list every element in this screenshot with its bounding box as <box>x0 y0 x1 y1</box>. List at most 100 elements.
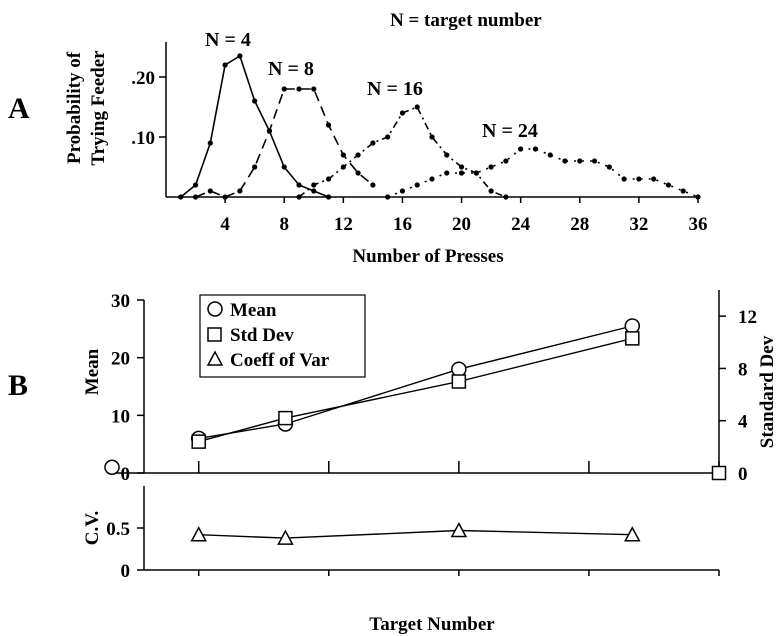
data-point <box>651 176 657 182</box>
series-label-n16: N = 16 <box>367 78 423 100</box>
data-point <box>399 110 406 116</box>
legend: Mean Std Dev Coeff of Var <box>199 294 366 378</box>
mean-marker <box>624 318 641 334</box>
x-tick-label: 24 <box>511 214 531 235</box>
y-axis-label-line2: Trying Feeder <box>88 50 109 166</box>
data-point <box>237 53 243 59</box>
legend-marker-cv <box>206 350 224 366</box>
data-point <box>296 86 302 92</box>
y-tick-label: .20 <box>131 68 155 89</box>
stddev-marker <box>191 434 206 449</box>
data-point <box>488 188 494 194</box>
legend-marker-stddev <box>207 327 222 342</box>
x-tick-label: 4 <box>220 214 230 235</box>
series-line-2 <box>298 105 507 198</box>
data-point <box>518 146 524 152</box>
left-tick-label: 20 <box>111 349 130 370</box>
data-point <box>444 170 450 176</box>
left-tick-label: 0 <box>121 464 131 485</box>
data-point <box>503 194 509 200</box>
x-tick-label: 28 <box>570 214 589 235</box>
cv-marker <box>624 526 641 542</box>
data-point <box>207 140 213 146</box>
panel-b: B Mean Standard Dev C.V. 0 10 20 30 0 4 8 12 0 0.… <box>8 290 778 635</box>
left-tick-label: 10 <box>111 406 130 427</box>
data-point <box>192 194 199 200</box>
data-point <box>606 164 612 170</box>
data-point <box>636 176 642 182</box>
stddev-marker <box>278 410 293 426</box>
data-point <box>458 164 465 170</box>
series-line-3 <box>387 148 699 198</box>
data-point <box>385 194 391 200</box>
series-group <box>178 53 701 200</box>
stddev-marker <box>625 331 640 346</box>
data-point <box>192 182 199 188</box>
data-point <box>178 194 184 200</box>
cv-axis-label: C.V. <box>82 511 103 546</box>
data-point <box>695 194 701 200</box>
data-point <box>473 170 479 176</box>
y-tick-label: .10 <box>131 128 155 149</box>
data-point <box>325 122 332 128</box>
x-ticks: 4 8 12 16 20 24 28 32 36 <box>220 197 708 235</box>
x-tick-label: 36 <box>689 214 708 235</box>
right-tick-label: 4 <box>738 412 748 433</box>
panel-b-series <box>104 318 727 545</box>
data-point <box>355 152 361 158</box>
data-point <box>311 182 317 188</box>
data-point <box>680 188 686 194</box>
target-number-label: Target Number <box>369 614 495 635</box>
x-tick-label: 12 <box>334 214 353 235</box>
data-point <box>444 152 450 158</box>
data-point <box>222 194 228 200</box>
legend-marker-mean <box>207 301 223 317</box>
series-line-std-dev <box>198 337 633 443</box>
x-tick-label: 32 <box>629 214 648 235</box>
legend-label-mean: Mean <box>230 300 277 321</box>
data-point <box>399 188 406 194</box>
y-ticks: .10 .20 <box>131 68 166 149</box>
data-point <box>621 176 627 182</box>
legend-title: N = target number <box>390 10 542 31</box>
data-point <box>296 194 302 200</box>
x-axis-label: Number of Presses <box>352 246 503 267</box>
left-tick-label: 30 <box>111 291 130 312</box>
data-point <box>340 152 346 158</box>
data-point <box>311 86 317 92</box>
legend-label-cv: Coeff of Var <box>230 350 330 371</box>
data-point <box>281 164 287 170</box>
data-point <box>429 176 435 182</box>
x-tick-label: 8 <box>279 214 289 235</box>
data-point <box>414 182 420 188</box>
series-label-n8: N = 8 <box>268 58 314 80</box>
panel-a: A N = target number Probability of Tryin… <box>8 10 708 267</box>
data-point <box>577 158 583 164</box>
right-tick-label: 0 <box>738 464 748 485</box>
data-point <box>488 164 494 170</box>
cv-marker <box>190 526 207 542</box>
x-tick-label: 20 <box>452 214 471 235</box>
data-point <box>207 188 213 194</box>
legend-label-stddev: Std Dev <box>230 325 294 346</box>
data-point <box>503 158 509 164</box>
mean-marker <box>104 459 120 475</box>
panel-a-label: A <box>8 92 30 125</box>
cv-tick-label: 0.5 <box>106 519 130 540</box>
stddev-marker <box>451 374 467 389</box>
series-line-mean <box>198 325 633 440</box>
data-point <box>311 188 317 194</box>
data-point <box>222 62 228 68</box>
data-point <box>237 188 243 194</box>
series-label-n24: N = 24 <box>482 120 538 142</box>
data-point <box>562 158 568 164</box>
data-point <box>385 134 391 140</box>
panel-b-ticks: 0 10 20 30 0 4 8 12 0 0.5 <box>106 291 757 582</box>
panel-b-label: B <box>8 369 28 402</box>
left-axis-label: Mean <box>82 348 103 395</box>
data-point <box>252 164 258 170</box>
data-point <box>429 134 435 140</box>
data-point <box>281 86 287 92</box>
data-point <box>414 104 420 110</box>
